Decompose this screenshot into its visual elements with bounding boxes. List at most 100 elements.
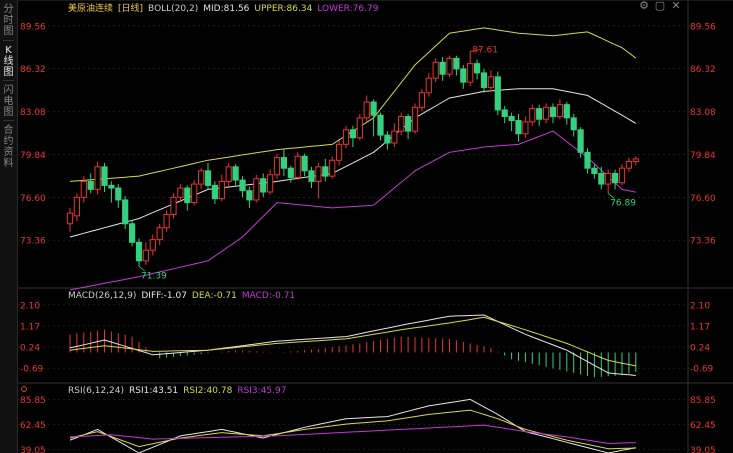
low-annotation: 71.39 <box>141 271 167 281</box>
main-chart-header: 美原油连续 [日线] BOLL(20,2) MID:81.56 UPPER:86.34 L… <box>68 1 383 14</box>
candle-body <box>405 116 412 132</box>
rsi-marker-icon <box>21 386 27 392</box>
rsi3-value: RSI3:45.97 <box>237 386 287 396</box>
close-icon[interactable]: ✕ <box>671 0 681 12</box>
candle-body <box>94 166 101 190</box>
price-tick-right: 89.56 <box>690 22 716 32</box>
candle-body <box>342 129 350 145</box>
rsi-tick-right: 39.05 <box>690 446 716 453</box>
tab-time-sharing[interactable]: 分时图 <box>3 4 14 37</box>
candle-body <box>232 166 239 181</box>
candle-body <box>563 104 570 119</box>
candle-body <box>577 129 584 153</box>
tab-flash[interactable]: 闪电图 <box>3 85 14 118</box>
price-tick-left: 86.32 <box>20 65 46 75</box>
macd-diff-value: DIFF:-1.07 <box>141 291 187 301</box>
low-annotation: 76.89 <box>610 198 636 208</box>
tab-divider <box>3 120 14 121</box>
high-annotation-leader <box>470 49 481 52</box>
tab-contract-info[interactable]: 合约资料 <box>3 125 14 169</box>
high-annotation: 87.61 <box>472 46 498 56</box>
candle-body <box>135 241 143 262</box>
macd-header: MACD(26,12,9) DIFF:-1.07 DEA:-0.71 MACD:-0.… <box>68 291 300 301</box>
window-icon[interactable]: ▢ <box>654 0 666 12</box>
settings-icon[interactable]: ⚙ <box>639 0 649 12</box>
candle-body <box>315 166 322 182</box>
macd-dea-value: DEA:-0.71 <box>191 291 237 301</box>
rsi2-line <box>69 409 636 450</box>
candle-body <box>612 172 619 184</box>
candle-body <box>267 174 274 193</box>
candle-body <box>425 77 432 94</box>
candle-body <box>480 72 488 88</box>
candle-body <box>73 196 81 217</box>
candle-body <box>536 108 543 120</box>
candle-body <box>287 167 294 178</box>
rsi2-value: RSI2:40.78 <box>183 386 233 396</box>
candle-body <box>556 104 563 118</box>
macd-tick-right: 1.17 <box>690 322 710 332</box>
period-label: [日线] <box>118 4 144 14</box>
tab-divider <box>3 40 14 41</box>
candle-body <box>356 117 363 139</box>
low-annotation-leader <box>138 265 146 272</box>
candle-body <box>432 61 439 79</box>
candle-body <box>529 108 536 123</box>
candle-body <box>349 129 356 139</box>
candle-body <box>391 130 398 144</box>
rsi-name: RSI(6,12,24) <box>68 386 124 396</box>
candle-body <box>591 167 598 174</box>
candle-body <box>494 76 501 111</box>
candle-body <box>446 57 453 75</box>
candle-body <box>253 178 260 201</box>
candle-body <box>467 63 474 83</box>
candle-body <box>487 76 494 88</box>
price-tick-right: 73.36 <box>690 237 716 247</box>
candle-body <box>460 68 467 83</box>
candle-body <box>453 57 460 70</box>
rsi3-line <box>69 424 636 444</box>
macd-tick-right: 2.10 <box>690 301 710 311</box>
boll-lower-line <box>69 130 636 291</box>
candle-body <box>115 187 122 201</box>
candle-body <box>618 167 626 184</box>
candle-body <box>129 223 136 243</box>
price-tick-left: 83.08 <box>20 108 46 118</box>
candle-body <box>198 170 205 185</box>
boll-upper-line <box>69 27 637 182</box>
low-annotation-leader <box>607 193 615 199</box>
macd-tick-right: -0.69 <box>690 365 714 375</box>
candle-body <box>225 166 232 182</box>
rsi1-line <box>69 398 636 453</box>
candle-body <box>377 114 384 136</box>
macd-dea-line <box>69 316 636 367</box>
candle-body <box>163 214 170 229</box>
price-tick-left: 73.36 <box>20 237 46 247</box>
macd-tick-left: 2.10 <box>20 301 40 311</box>
candle-body <box>418 92 425 108</box>
candle-body <box>632 158 639 163</box>
candle-body <box>156 227 163 241</box>
candle-body <box>101 166 108 186</box>
candle-body <box>108 184 115 189</box>
boll-lower-value: LOWER:76.79 <box>317 4 379 14</box>
candle-body <box>170 196 177 215</box>
rsi-tick-right: 85.85 <box>690 396 716 406</box>
macd-tick-right: 0.24 <box>690 344 710 354</box>
candle-body <box>605 172 612 185</box>
candle-body <box>66 212 74 225</box>
chart-view-sidebar: 分时图 K线图 闪电图 合约资料 <box>0 0 18 453</box>
tab-kline[interactable]: K线图 <box>3 45 14 78</box>
macd-name: MACD(26,12,9) <box>68 291 137 301</box>
candle-body <box>398 116 405 132</box>
tab-divider <box>3 80 14 81</box>
candle-body <box>308 170 315 182</box>
price-tick-right: 79.84 <box>690 151 716 161</box>
rsi-tick-left: 39.05 <box>20 446 46 453</box>
candle-body <box>363 101 370 119</box>
candle-body <box>336 143 343 161</box>
candle-body <box>191 183 198 204</box>
candle-body <box>280 157 287 169</box>
candle-body <box>322 166 329 177</box>
